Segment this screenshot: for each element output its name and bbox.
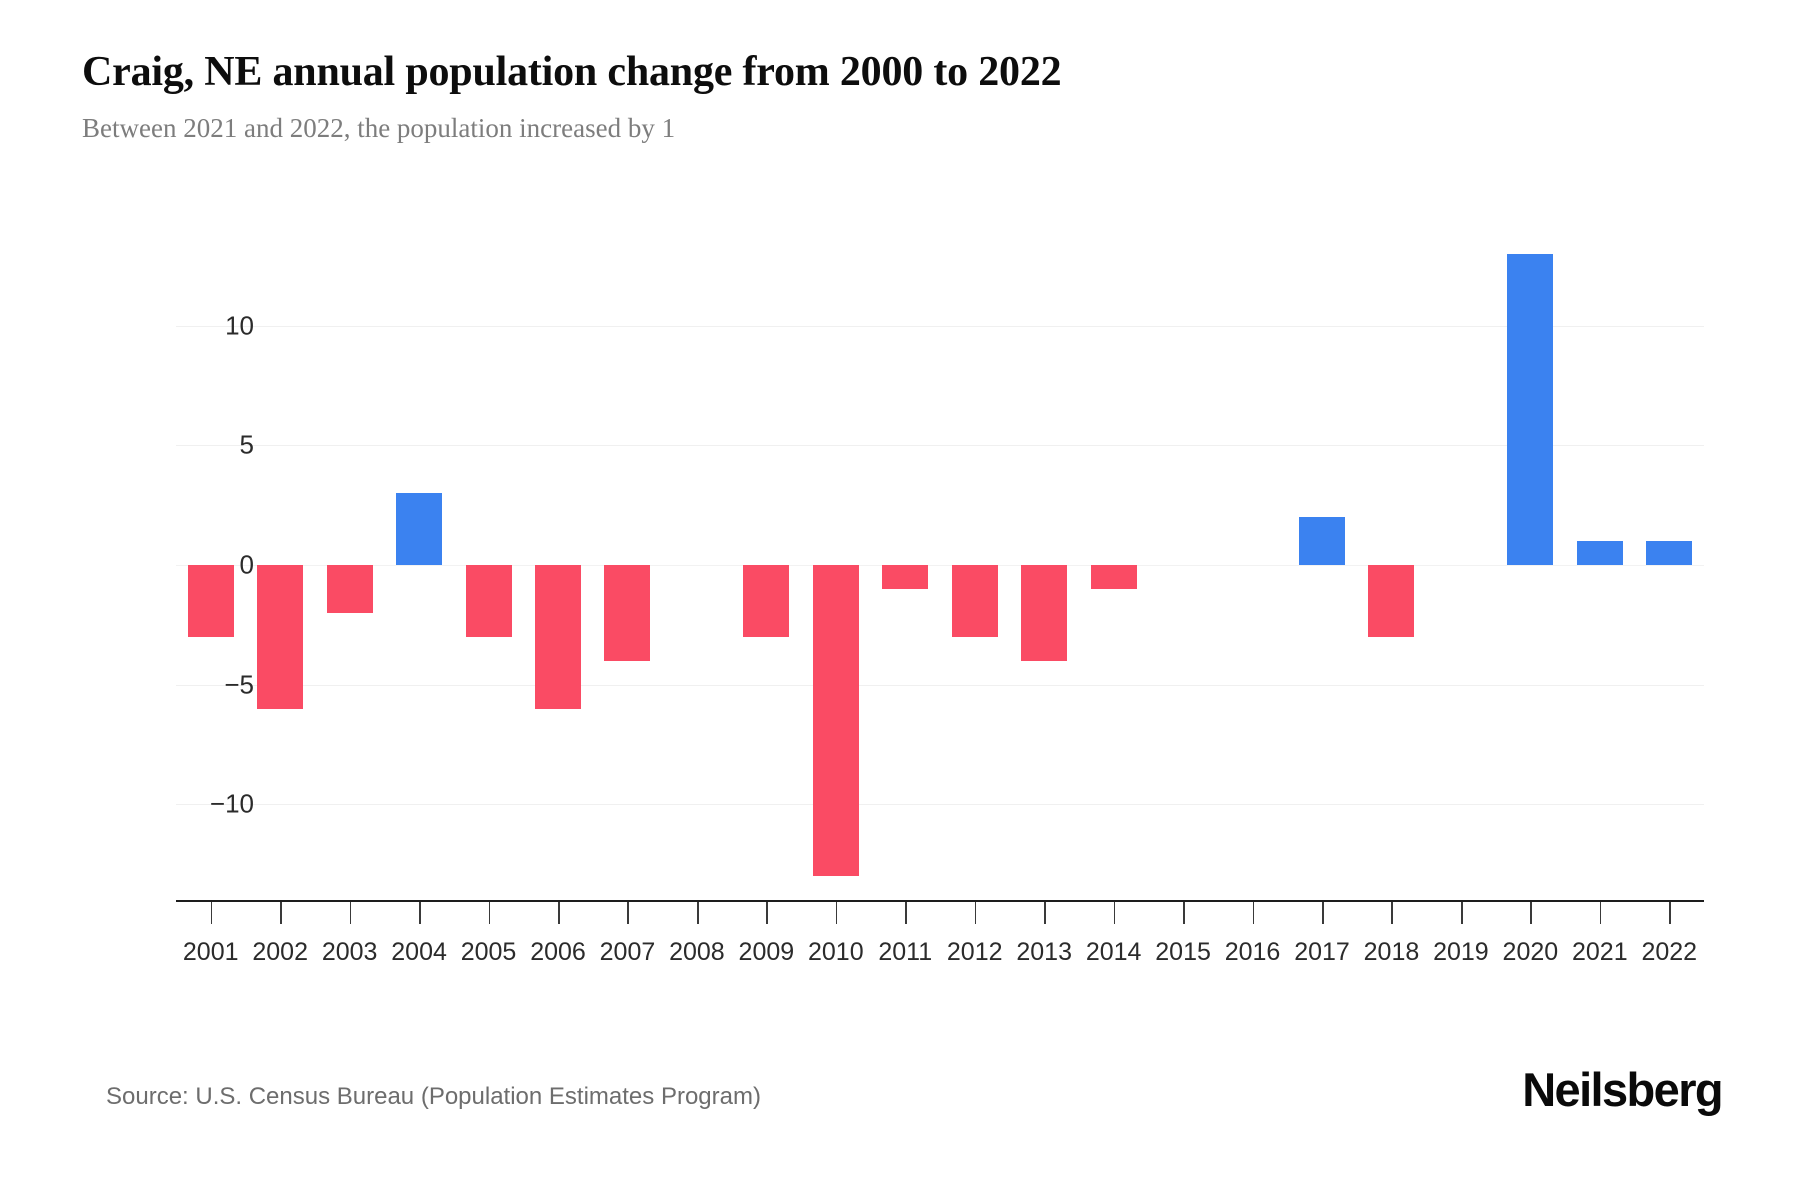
x-tick-mark bbox=[1669, 902, 1671, 924]
gridline--10 bbox=[176, 804, 1704, 806]
bar-2014[interactable] bbox=[1090, 565, 1137, 589]
x-tick-mark bbox=[766, 902, 768, 924]
brand-logo: Neilsberg bbox=[1522, 1063, 1723, 1116]
x-tick-mark bbox=[1183, 902, 1185, 924]
bar-2020[interactable] bbox=[1507, 253, 1554, 565]
bar-2011[interactable] bbox=[882, 565, 929, 589]
source-note: Source: U.S. Census Bureau (Population E… bbox=[106, 1083, 761, 1110]
x-tick-mark bbox=[974, 902, 977, 924]
bar-2010[interactable] bbox=[812, 565, 859, 877]
x-tick-mark bbox=[1599, 902, 1602, 924]
bar-2005[interactable] bbox=[465, 565, 512, 637]
x-tick-mark bbox=[1113, 902, 1116, 924]
bar-2003[interactable] bbox=[326, 565, 373, 613]
x-tick-label-2005: 2005 bbox=[460, 938, 517, 966]
x-tick-label-2019: 2019 bbox=[1433, 938, 1489, 966]
x-tick-label-2018: 2018 bbox=[1363, 938, 1420, 966]
x-tick-label-2020: 2020 bbox=[1502, 938, 1559, 966]
bar-2004[interactable] bbox=[396, 493, 443, 565]
x-tick-label-2014: 2014 bbox=[1085, 938, 1142, 966]
x-tick-label-2010: 2010 bbox=[808, 938, 864, 966]
x-tick-label-2017: 2017 bbox=[1294, 938, 1350, 966]
x-tick-mark bbox=[419, 902, 421, 924]
gridline-0 bbox=[176, 565, 1704, 566]
chart-header: Craig, NE annual population change from … bbox=[82, 48, 1722, 145]
bar-2009[interactable] bbox=[743, 565, 790, 637]
x-tick-mark bbox=[1322, 902, 1324, 924]
x-tick-label-2021: 2021 bbox=[1572, 938, 1628, 966]
bar-2002[interactable] bbox=[257, 565, 304, 709]
bar-2012[interactable] bbox=[951, 565, 998, 637]
x-tick-mark bbox=[1460, 902, 1463, 924]
x-tick-mark bbox=[835, 902, 838, 924]
y-tick-label: 5 bbox=[239, 429, 254, 460]
bar-2006[interactable] bbox=[535, 565, 581, 709]
x-tick-mark bbox=[1530, 902, 1532, 924]
x-tick-label-2015: 2015 bbox=[1155, 938, 1211, 966]
x-tick-mark bbox=[1252, 902, 1255, 924]
bar-2001[interactable] bbox=[187, 565, 234, 637]
x-tick-label-2006: 2006 bbox=[530, 938, 586, 966]
bar-2013[interactable] bbox=[1021, 565, 1068, 661]
page-title: Craig, NE annual population change from … bbox=[82, 49, 1062, 95]
x-tick-mark bbox=[1044, 902, 1046, 924]
y-tick-label: −10 bbox=[209, 788, 254, 819]
x-tick-label-2008: 2008 bbox=[669, 938, 725, 966]
bar-2017[interactable] bbox=[1299, 517, 1345, 565]
plot-inner bbox=[176, 230, 1704, 900]
x-tick-label-2013: 2013 bbox=[1016, 938, 1072, 966]
bar-2021[interactable] bbox=[1576, 541, 1623, 565]
bars-group bbox=[176, 230, 1704, 900]
y-tick-label: −5 bbox=[224, 669, 254, 700]
bar-2018[interactable] bbox=[1368, 565, 1415, 637]
x-tick-label-2011: 2011 bbox=[878, 938, 933, 966]
gridline-10 bbox=[176, 325, 1704, 327]
x-tick-mark bbox=[349, 902, 352, 924]
x-tick-mark bbox=[210, 902, 213, 924]
x-tick-mark bbox=[696, 902, 699, 924]
gridline-5 bbox=[176, 445, 1704, 447]
x-tick-mark bbox=[627, 902, 630, 924]
x-tick-label-2002: 2002 bbox=[252, 938, 308, 966]
x-tick-label-2004: 2004 bbox=[391, 938, 447, 966]
bar-2007[interactable] bbox=[604, 565, 651, 661]
y-tick-label: 10 bbox=[225, 310, 254, 341]
x-tick-mark bbox=[280, 902, 282, 924]
x-tick-mark bbox=[1391, 902, 1394, 924]
x-tick-label-2022: 2022 bbox=[1641, 938, 1698, 966]
x-tick-label-2012: 2012 bbox=[946, 938, 1003, 966]
x-tick-mark bbox=[488, 902, 491, 924]
bar-2022[interactable] bbox=[1646, 541, 1693, 565]
x-tick-mark bbox=[558, 902, 560, 924]
x-tick-label-2009: 2009 bbox=[738, 938, 795, 966]
x-tick-label-2001: 2001 bbox=[182, 938, 239, 966]
x-tick-label-2016: 2016 bbox=[1224, 938, 1281, 966]
x-tick-label-2003: 2003 bbox=[321, 938, 378, 966]
x-tick-mark bbox=[905, 902, 907, 924]
x-tick-label-2007: 2007 bbox=[599, 938, 656, 966]
gridline--5 bbox=[176, 684, 1704, 686]
chart-subtitle: Between 2021 and 2022, the population in… bbox=[82, 113, 676, 144]
x-axis-line bbox=[176, 900, 1704, 902]
y-tick-label: 0 bbox=[239, 549, 254, 580]
